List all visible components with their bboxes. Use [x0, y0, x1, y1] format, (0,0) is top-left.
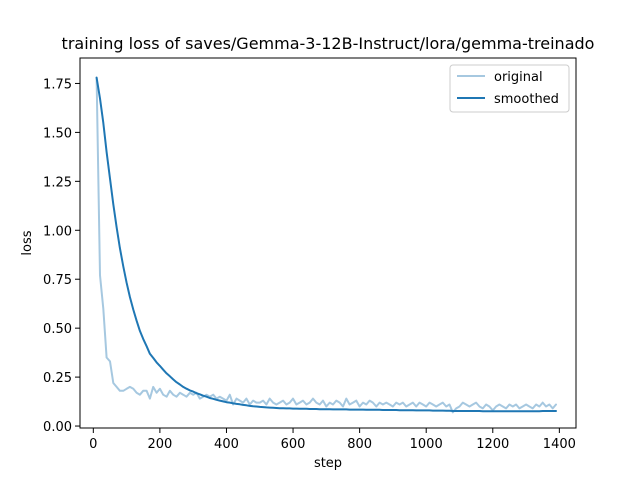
- x-tick-label: 400: [214, 437, 239, 452]
- y-tick-label: 1.25: [43, 175, 72, 190]
- x-tick-label: 200: [147, 437, 172, 452]
- x-tick-label: 600: [281, 437, 306, 452]
- legend-original-label: original: [494, 70, 543, 85]
- x-tick-label: 800: [347, 437, 372, 452]
- series-line-original: [95, 76, 557, 414]
- x-tick-label: 0: [89, 437, 97, 452]
- x-tick-label: 1400: [543, 437, 576, 452]
- x-tick-label: 1000: [410, 437, 443, 452]
- series-line-smoothed: [95, 76, 557, 413]
- y-tick-label: 1.00: [43, 224, 72, 239]
- x-tick-label: 1200: [476, 437, 509, 452]
- x-axis-label: step: [314, 456, 342, 471]
- chart-title: training loss of saves/Gemma-3-12B-Instr…: [62, 34, 595, 53]
- y-tick-label: 1.75: [43, 77, 72, 92]
- y-axis-label: loss: [20, 230, 35, 255]
- y-tick-label: 0.25: [43, 371, 72, 386]
- y-tick-label: 0.50: [43, 322, 72, 337]
- y-tick-label: 0.00: [43, 420, 72, 435]
- x-axis: 0 200 400 600 800 1000 1200 1400: [89, 428, 576, 452]
- series-layer: [95, 76, 557, 414]
- legend-smoothed-label: smoothed: [494, 92, 559, 107]
- y-axis: 0.00 0.25 0.50 0.75 1.00 1.25 1.50 1.75: [43, 77, 80, 435]
- y-tick-label: 1.50: [43, 126, 72, 141]
- y-tick-label: 0.75: [43, 273, 72, 288]
- plot-frame: [79, 57, 577, 429]
- legend: original smoothed: [449, 64, 570, 113]
